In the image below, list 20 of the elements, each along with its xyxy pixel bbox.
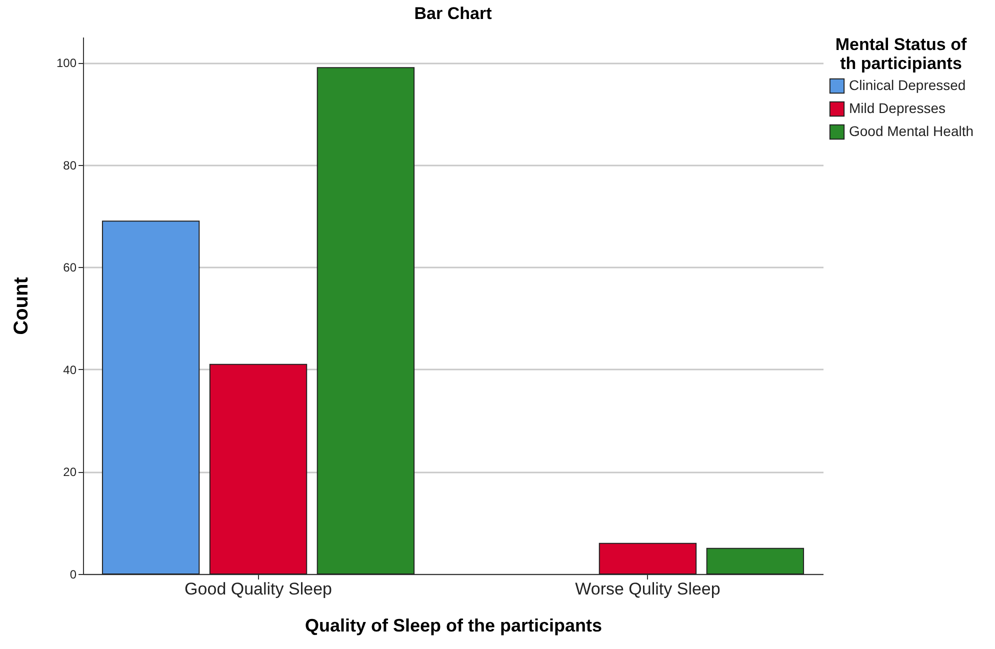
x-tick-label: Worse Qulity Sleep xyxy=(575,580,720,598)
bar xyxy=(706,548,804,574)
legend-label: Mild Depresses xyxy=(849,100,946,116)
bar xyxy=(102,220,200,574)
y-tick-label: 60 xyxy=(63,260,77,275)
bar xyxy=(316,67,415,574)
legend-label: Good Mental Health xyxy=(849,123,974,139)
legend-title: Mental Status of th participiants xyxy=(835,35,967,73)
legend-label: Clinical Depressed xyxy=(849,77,966,93)
y-tick-label: 100 xyxy=(56,56,77,70)
y-tick-label: 20 xyxy=(63,465,77,480)
y-tick-label: 0 xyxy=(70,568,77,582)
chart-title: Bar Chart xyxy=(414,4,492,23)
y-axis-title: Count xyxy=(10,276,32,335)
y-tick-label: 40 xyxy=(63,362,77,377)
y-tick-label: 80 xyxy=(63,158,77,172)
bar xyxy=(598,542,697,574)
bar xyxy=(209,364,308,574)
x-axis-title: Quality of Sleep of the participants xyxy=(304,616,602,636)
x-tick-label: Good Quality Sleep xyxy=(184,580,332,598)
